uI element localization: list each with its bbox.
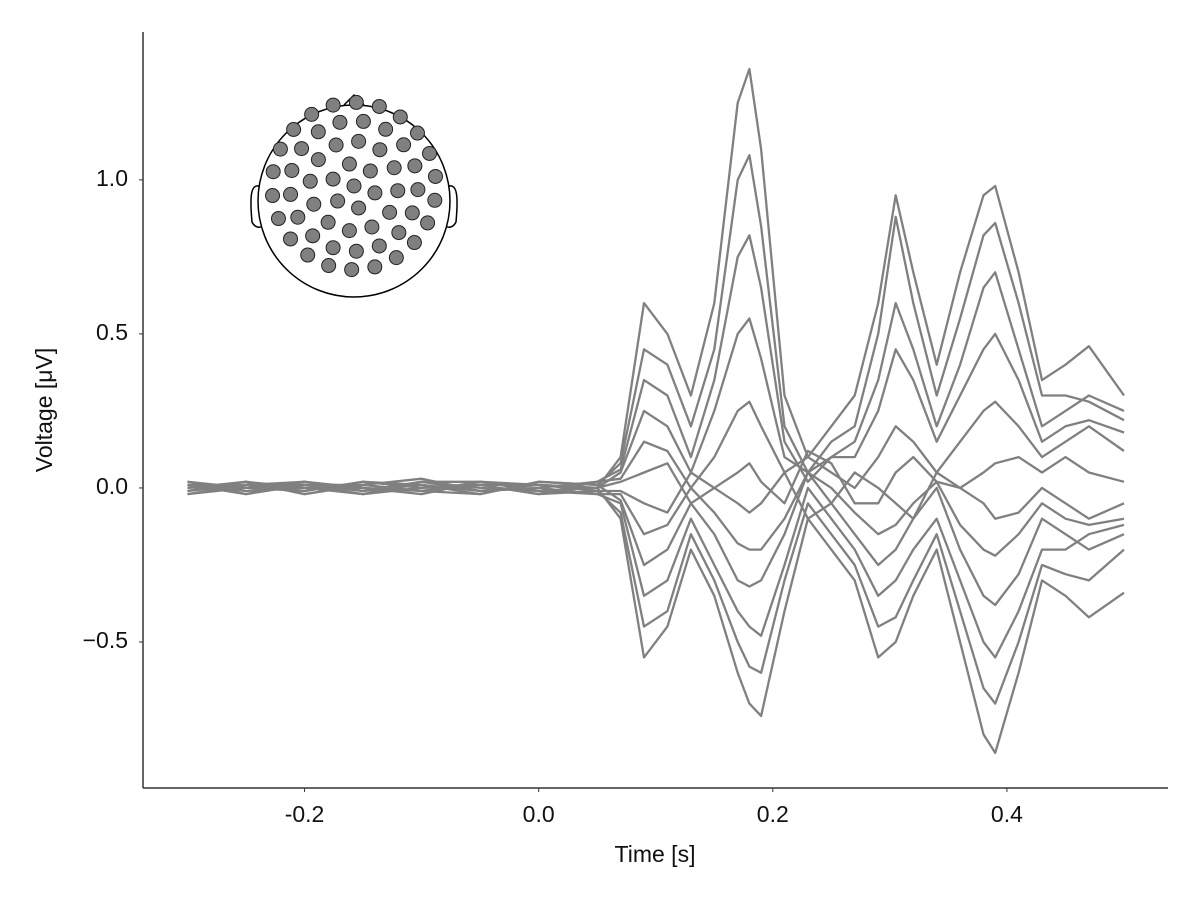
electrode <box>330 193 346 209</box>
electrode <box>382 204 398 220</box>
electrode <box>348 243 364 259</box>
electrode <box>325 97 341 113</box>
topo-inset <box>250 93 458 298</box>
electrode <box>290 209 306 225</box>
electrode <box>391 225 407 241</box>
electrode <box>420 215 436 231</box>
electrode <box>346 178 362 194</box>
electrode <box>265 164 281 180</box>
y-tick-label: 0.0 <box>96 473 128 499</box>
electrode <box>344 262 360 278</box>
electrode <box>386 160 402 176</box>
x-tick-label: 0.0 <box>523 801 555 827</box>
electrode <box>362 163 378 179</box>
electrode <box>372 142 388 158</box>
electrode <box>310 124 326 140</box>
electrode <box>265 188 281 204</box>
x-tick-label: 0.4 <box>991 801 1023 827</box>
electrode <box>409 125 425 141</box>
electrode <box>378 121 394 137</box>
channel-line <box>187 449 1125 505</box>
electrode <box>351 200 367 216</box>
electrode <box>355 113 371 129</box>
ear-left <box>250 185 263 228</box>
electrode <box>406 235 422 251</box>
electrode <box>422 145 438 161</box>
electrode <box>396 137 412 153</box>
channel-line <box>187 471 1125 520</box>
channel-line <box>187 471 1125 557</box>
electrode <box>272 141 288 157</box>
electrode <box>371 98 387 114</box>
plot-area <box>187 67 1125 755</box>
x-axis-label: Time [s] <box>615 841 696 867</box>
electrode <box>427 168 443 184</box>
electrode <box>283 231 299 247</box>
electrode <box>348 94 364 110</box>
y-tick-label: −0.5 <box>83 627 128 653</box>
electrode <box>320 214 336 230</box>
electrode <box>407 158 423 174</box>
channel-line <box>187 480 1125 659</box>
electrode <box>367 185 383 201</box>
electrode <box>306 196 322 212</box>
electrode <box>283 186 299 202</box>
electrode <box>371 238 387 254</box>
electrode <box>341 223 357 239</box>
electrode <box>328 137 344 153</box>
electrode <box>325 240 341 256</box>
electrode <box>332 114 348 130</box>
electrode <box>325 171 341 187</box>
electrode <box>390 183 406 199</box>
electrode <box>270 211 286 227</box>
electrode <box>404 205 420 221</box>
x-tick-label: 0.2 <box>757 801 789 827</box>
ear-right <box>445 185 458 228</box>
electrode <box>427 192 443 208</box>
electrode <box>286 121 302 137</box>
electrode <box>410 182 426 198</box>
y-tick-label: 1.0 <box>96 165 128 191</box>
electrode <box>310 152 326 168</box>
electrode <box>364 219 380 235</box>
channel-line <box>187 471 1125 607</box>
electrode <box>321 258 337 274</box>
electrode <box>300 247 316 263</box>
electrode <box>341 156 357 172</box>
electrode <box>392 109 408 125</box>
channel-line <box>187 480 1125 755</box>
y-tick-label: 0.5 <box>96 319 128 345</box>
electrode <box>284 162 300 178</box>
electrode <box>302 173 318 189</box>
electrode <box>367 259 383 275</box>
electrode <box>388 250 404 266</box>
channel-line <box>187 400 1125 496</box>
y-axis-label: Voltage [μV] <box>31 348 57 473</box>
electrode <box>305 228 321 244</box>
electrode <box>304 106 320 122</box>
electrode <box>294 141 310 157</box>
x-tick-label: -0.2 <box>285 801 325 827</box>
electrode <box>351 133 367 149</box>
